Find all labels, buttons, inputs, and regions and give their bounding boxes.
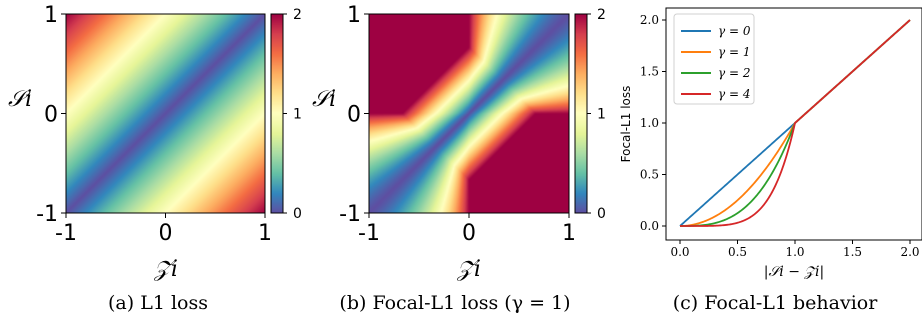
heatmap-a-colorbar-tick-label: 1	[293, 107, 302, 123]
heatmap-b-ytick-label: 1	[347, 3, 361, 28]
line-chart-ytick-label: 0.5	[640, 168, 659, 182]
heatmap-a-xtick-label: -1	[55, 221, 77, 246]
panel-b: -1 0 1 -1 0 1 0 1 2 𝒵i 𝒮i (b) Focal-L1 loss (γ …	[312, 3, 606, 314]
heatmap-a-xtick-label: 0	[159, 221, 173, 246]
legend-box	[673, 13, 755, 105]
line-chart-ytick-label: 1.5	[640, 65, 659, 79]
heatmap-a-colorbar-tick-label: 0	[293, 206, 302, 222]
line-chart-xlabel: |𝒮i − 𝒵i|	[764, 264, 825, 280]
colorbar-a-ticks: 0 1 2	[283, 7, 302, 222]
heatmap-a-colorbar-tick-label: 2	[293, 7, 302, 23]
colorbar-b-ticks: 0 1 2	[587, 7, 606, 222]
heatmap-a-axes: -1 0 1 -1 0 1	[36, 3, 272, 246]
line-chart-frame	[665, 7, 922, 241]
line-chart-ytick-label: 0.0	[640, 219, 659, 233]
heatmap-a-image	[66, 14, 265, 213]
caption-b: (b) Focal-L1 loss (γ = 1)	[339, 292, 570, 314]
panel-c: 0.0 0.5 1.0 1.5 2.00.00.51.01.52.0 γ = 0γ = …	[619, 7, 922, 314]
legend-entry: γ = 4	[718, 87, 751, 101]
line-chart-xtick-label: 0.0	[670, 245, 689, 259]
heatmap-b-image	[369, 14, 569, 213]
heatmap-b-xtick-label: 1	[562, 221, 576, 246]
heatmap-b-colorbar-tick-label: 1	[597, 107, 606, 123]
legend-entry: γ = 1	[718, 45, 751, 59]
line-chart-axes: 0.0 0.5 1.0 1.5 2.0 0.0 0.5 1.0 1.5 2.0	[640, 13, 920, 259]
colorbar-a-image	[271, 14, 283, 213]
heatmap-b-xtick-label: 0	[462, 221, 476, 246]
line-chart-xtick-label: 0.5	[728, 245, 747, 259]
panel-a: -1 0 1 -1 0 1 0 1 2 𝒵i 𝒮i (a) L1 loss	[8, 3, 302, 314]
colorbar-b-image	[575, 14, 587, 213]
line-chart-ytick-label: 1.0	[640, 116, 659, 130]
heatmap-b-axes: -1 0 1 -1 0 1	[339, 3, 576, 246]
heatmap-b-xtick-label: -1	[358, 221, 380, 246]
caption-a: (a) L1 loss	[108, 292, 208, 314]
heatmap-b-ylabel: 𝒮i	[312, 87, 336, 112]
line-chart-series	[679, 19, 911, 227]
heatmap-a-xlabel: 𝒵i	[153, 257, 178, 282]
legend-entry: γ = 2	[718, 66, 751, 80]
heatmap-a-ytick-label: 0	[44, 103, 58, 128]
heatmap-a-xtick-label: 1	[258, 221, 272, 246]
line-chart-xtick-label: 1.5	[843, 245, 862, 259]
legend: γ = 0 γ = 1 γ = 2 γ = 4	[673, 13, 755, 105]
heatmap-b-xlabel: 𝒵i	[456, 257, 481, 282]
caption-c: (c) Focal-L1 behavior	[673, 292, 879, 314]
series-line-3	[680, 19, 911, 227]
line-chart-xtick-label: 1.0	[785, 245, 804, 259]
heatmap-b-colorbar-tick-label: 2	[597, 7, 606, 23]
heatmap-b-ytick-label: -1	[339, 202, 361, 227]
heatmap-a-ylabel: 𝒮i	[8, 87, 32, 112]
line-chart-xtick-label: 2.0	[900, 245, 919, 259]
heatmap-a-ytick-label: 1	[44, 3, 58, 28]
heatmap-b-colorbar-tick-label: 0	[597, 206, 606, 222]
heatmap-a-ytick-label: -1	[36, 202, 58, 227]
heatmap-b-ytick-label: 0	[347, 103, 361, 128]
legend-entry: γ = 0	[718, 24, 751, 38]
line-chart-ytick-label: 2.0	[640, 13, 659, 27]
line-chart-ylabel: Focal-L1 loss	[619, 86, 633, 163]
